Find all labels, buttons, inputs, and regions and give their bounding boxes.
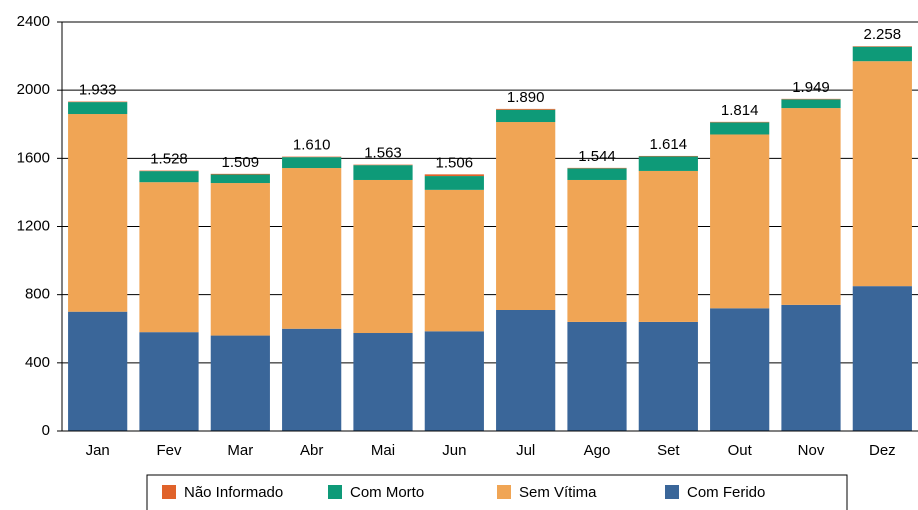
bar-segment [567, 321, 627, 431]
bar-segment [424, 189, 484, 332]
bar-segment [710, 134, 770, 309]
bar-segment [139, 171, 199, 183]
legend-label: Com Morto [350, 484, 424, 501]
bar-segment [424, 174, 484, 177]
bar-segment [496, 108, 556, 110]
legend-swatch [162, 485, 176, 499]
bar-segment [710, 308, 770, 431]
bar-segment [139, 182, 199, 333]
bar-segment [567, 168, 627, 180]
total-label: 1.544 [578, 148, 616, 165]
legend-box [146, 474, 848, 510]
y-tick-label: 2000 [17, 81, 50, 98]
bar-segment [139, 332, 199, 431]
legend-label: Não Informado [184, 484, 283, 501]
bar-segment [68, 114, 128, 312]
total-label: 1.614 [650, 136, 688, 153]
x-tick-label: Jan [86, 442, 110, 459]
bar-segment [567, 167, 627, 169]
x-tick-label: Nov [798, 442, 825, 459]
bar-segment [282, 168, 342, 329]
bar-segment [353, 333, 413, 431]
x-tick-label: Fev [156, 442, 182, 459]
bar-segment [781, 98, 841, 100]
bar-segment [638, 170, 698, 322]
x-tick-label: Set [657, 442, 680, 459]
total-label: 1.506 [436, 154, 474, 171]
bar-segment [210, 174, 270, 184]
legend-swatch [497, 485, 511, 499]
bar-segment [781, 304, 841, 431]
bar-segment [353, 164, 413, 166]
bar-segment [852, 46, 912, 62]
total-label: 1.528 [150, 151, 188, 168]
bar-segment [210, 173, 270, 175]
total-label: 2.258 [864, 26, 902, 43]
bar-segment [852, 61, 912, 287]
bar-segment [139, 170, 199, 172]
bar-segment [710, 121, 770, 123]
legend-label: Com Ferido [687, 484, 765, 501]
y-tick-label: 1200 [17, 217, 50, 234]
bar-segment [68, 311, 128, 431]
bar-segment [496, 109, 556, 123]
total-label: 1.949 [792, 79, 830, 96]
x-tick-label: Mar [227, 442, 253, 459]
y-tick-label: 800 [25, 286, 50, 303]
legend-label: Sem Vítima [519, 484, 597, 501]
x-tick-label: Dez [869, 442, 896, 459]
bar-segment [353, 165, 413, 180]
bar-segment [781, 99, 841, 109]
x-tick-label: Abr [300, 442, 323, 459]
y-tick-label: 0 [42, 422, 50, 439]
x-tick-label: Out [728, 442, 753, 459]
legend-swatch [328, 485, 342, 499]
bar-segment [210, 183, 270, 336]
bar-segment [353, 179, 413, 334]
bar-segment [638, 156, 698, 171]
bar-segment [282, 328, 342, 431]
bar-segment [852, 286, 912, 431]
y-tick-label: 400 [25, 354, 50, 371]
bar-segment [68, 102, 128, 115]
y-tick-label: 2400 [17, 13, 50, 30]
bar-segment [68, 101, 128, 103]
total-label: 1.610 [293, 137, 331, 154]
x-tick-label: Jul [516, 442, 535, 459]
total-label: 1.890 [507, 89, 545, 106]
total-label: 1.814 [721, 102, 759, 119]
bar-segment [852, 46, 912, 47]
bar-segment [424, 176, 484, 190]
total-label: 1.509 [222, 154, 260, 171]
x-tick-label: Mai [371, 442, 395, 459]
bar-segment [638, 321, 698, 431]
bar-segment [781, 108, 841, 305]
bar-segment [210, 335, 270, 431]
total-label: 1.563 [364, 145, 402, 162]
x-tick-label: Jun [442, 442, 466, 459]
bar-segment [282, 157, 342, 169]
bar-segment [567, 179, 627, 322]
bar-segment [424, 331, 484, 431]
legend-swatch [665, 485, 679, 499]
bar-segment [282, 156, 342, 158]
bar-segment [710, 122, 770, 135]
y-tick-label: 1600 [17, 149, 50, 166]
x-tick-label: Ago [584, 442, 611, 459]
bar-segment [496, 122, 556, 311]
total-label: 1.933 [79, 82, 117, 99]
bar-segment [638, 155, 698, 157]
bar-segment [496, 310, 556, 431]
